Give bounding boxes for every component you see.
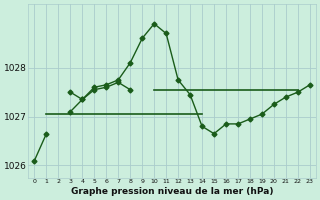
X-axis label: Graphe pression niveau de la mer (hPa): Graphe pression niveau de la mer (hPa) <box>71 187 273 196</box>
